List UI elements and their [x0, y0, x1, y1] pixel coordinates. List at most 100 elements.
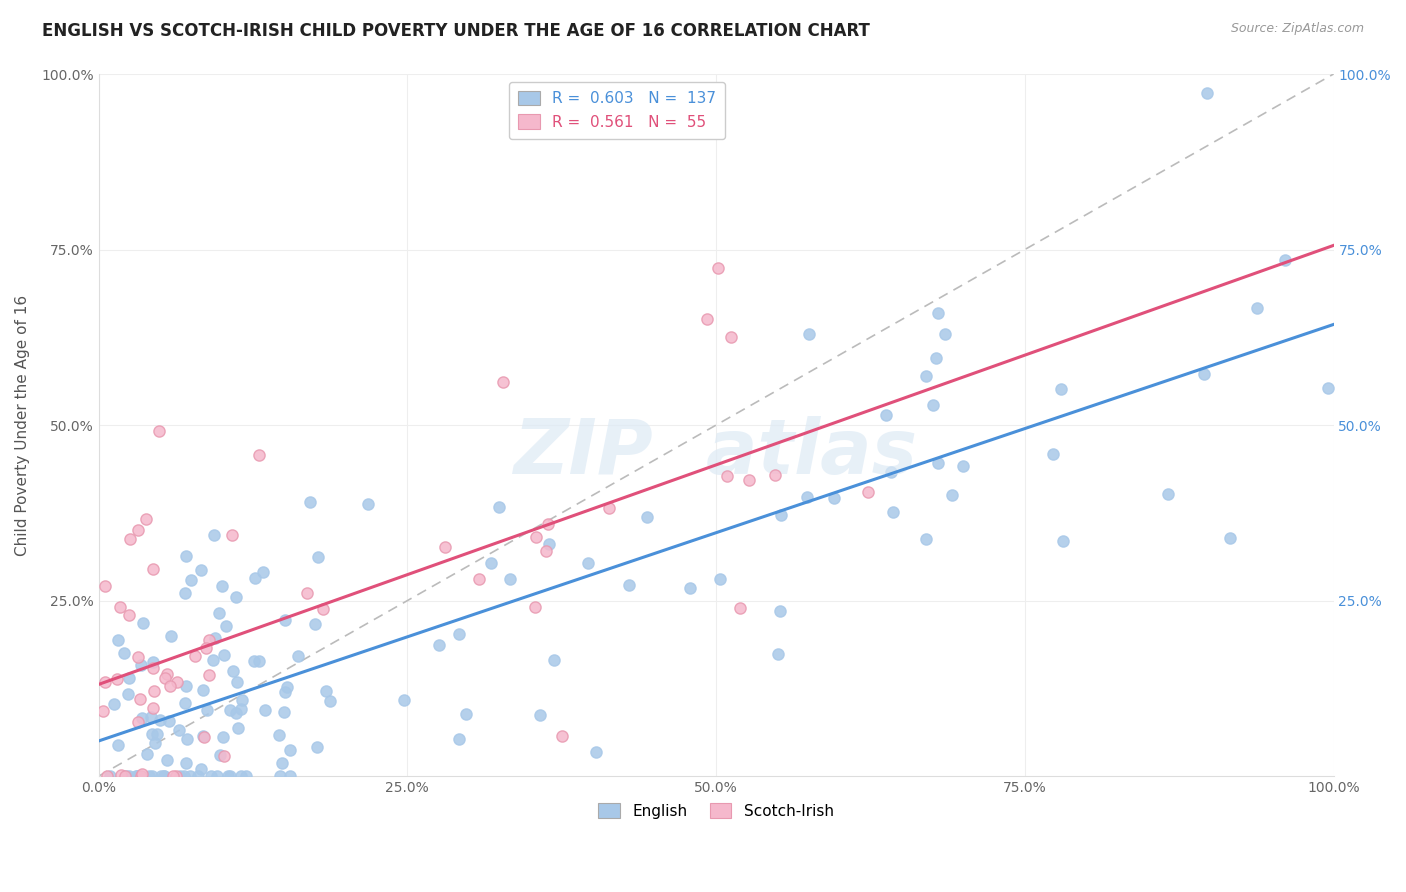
Point — [190, 762, 212, 776]
Point — [882, 505, 904, 519]
Point — [585, 745, 607, 759]
Point — [217, 769, 239, 783]
Point — [142, 684, 165, 698]
Point — [1219, 531, 1241, 545]
Point — [91, 704, 114, 718]
Point — [927, 456, 949, 470]
Point — [1246, 301, 1268, 315]
Point — [138, 769, 160, 783]
Point — [392, 693, 415, 707]
Point — [551, 729, 574, 743]
Point — [120, 532, 142, 546]
Point — [222, 664, 245, 678]
Point — [194, 641, 217, 656]
Point — [797, 327, 820, 342]
Point — [305, 739, 328, 754]
Point — [132, 616, 155, 631]
Point — [98, 769, 121, 783]
Point — [235, 769, 257, 783]
Point — [823, 491, 845, 505]
Point — [127, 714, 149, 729]
Point — [94, 675, 117, 690]
Point — [218, 703, 240, 717]
Point — [153, 671, 176, 685]
Point — [149, 714, 172, 728]
Point — [927, 306, 949, 320]
Point — [135, 512, 157, 526]
Point — [157, 714, 180, 728]
Point — [278, 769, 301, 783]
Point — [299, 495, 322, 509]
Point — [768, 648, 790, 662]
Point — [131, 767, 153, 781]
Text: ZIP  atlas: ZIP atlas — [515, 417, 918, 491]
Point — [176, 756, 198, 771]
Point — [1050, 382, 1073, 396]
Point — [468, 573, 491, 587]
Point — [770, 508, 793, 522]
Point — [492, 375, 515, 389]
Point — [165, 769, 187, 783]
Point — [125, 769, 148, 783]
Point — [180, 573, 202, 587]
Point — [952, 458, 974, 473]
Point — [488, 500, 510, 514]
Point — [190, 563, 212, 577]
Point — [537, 516, 560, 531]
Point — [231, 692, 253, 706]
Point — [479, 556, 502, 570]
Point — [166, 675, 188, 690]
Point — [156, 667, 179, 681]
Point — [115, 769, 138, 783]
Point — [536, 544, 558, 558]
Point — [149, 769, 172, 783]
Point — [118, 769, 141, 783]
Point — [1052, 534, 1074, 549]
Point — [880, 465, 903, 479]
Point — [212, 730, 235, 744]
Point — [117, 687, 139, 701]
Point — [247, 448, 270, 462]
Point — [357, 497, 380, 511]
Point — [179, 769, 201, 783]
Point — [200, 769, 222, 783]
Point — [273, 705, 295, 719]
Point — [1195, 87, 1218, 101]
Point — [202, 653, 225, 667]
Point — [921, 398, 943, 412]
Point — [709, 572, 731, 586]
Point — [173, 586, 195, 600]
Point — [129, 691, 152, 706]
Point — [103, 697, 125, 711]
Point — [274, 685, 297, 699]
Point — [110, 767, 132, 781]
Point — [1042, 447, 1064, 461]
Point — [315, 684, 337, 698]
Point — [1274, 252, 1296, 267]
Point — [142, 660, 165, 674]
Point — [1157, 487, 1180, 501]
Point — [212, 648, 235, 663]
Legend: English, Scotch-Irish: English, Scotch-Irish — [592, 797, 839, 825]
Point — [226, 721, 249, 735]
Point — [153, 769, 176, 783]
Point — [253, 703, 276, 717]
Point — [118, 672, 141, 686]
Point — [112, 646, 135, 660]
Point — [143, 736, 166, 750]
Text: Source: ZipAtlas.com: Source: ZipAtlas.com — [1230, 22, 1364, 36]
Point — [1316, 381, 1339, 395]
Point — [146, 727, 169, 741]
Point — [107, 738, 129, 752]
Point — [696, 311, 718, 326]
Point — [716, 469, 738, 483]
Point — [221, 528, 243, 542]
Point — [737, 473, 759, 487]
Point — [195, 702, 218, 716]
Point — [173, 769, 195, 783]
Point — [875, 408, 897, 422]
Point — [215, 619, 238, 633]
Point — [118, 608, 141, 623]
Point — [225, 706, 247, 720]
Point — [447, 627, 470, 641]
